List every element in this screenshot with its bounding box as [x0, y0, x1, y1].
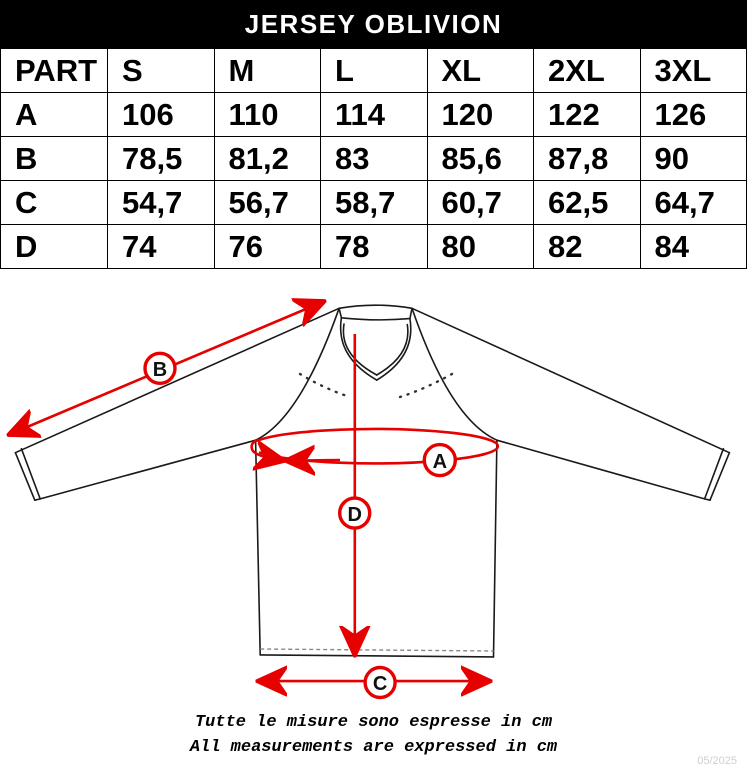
- svg-text:D: D: [347, 504, 361, 526]
- svg-text:B: B: [153, 359, 167, 381]
- svg-text:C: C: [373, 673, 387, 695]
- svg-text:A: A: [433, 451, 447, 473]
